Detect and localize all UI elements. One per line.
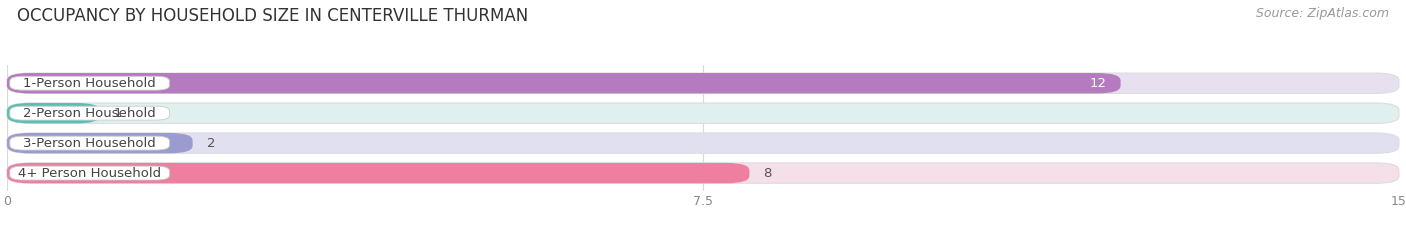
- FancyBboxPatch shape: [10, 166, 170, 180]
- Text: Source: ZipAtlas.com: Source: ZipAtlas.com: [1256, 7, 1389, 20]
- Text: 4+ Person Household: 4+ Person Household: [18, 167, 162, 180]
- Text: 3-Person Household: 3-Person Household: [24, 137, 156, 150]
- FancyBboxPatch shape: [7, 103, 100, 123]
- Text: 12: 12: [1090, 77, 1107, 90]
- FancyBboxPatch shape: [7, 133, 193, 153]
- FancyBboxPatch shape: [7, 163, 749, 183]
- Text: OCCUPANCY BY HOUSEHOLD SIZE IN CENTERVILLE THURMAN: OCCUPANCY BY HOUSEHOLD SIZE IN CENTERVIL…: [17, 7, 529, 25]
- FancyBboxPatch shape: [10, 136, 170, 150]
- Text: 2: 2: [207, 137, 215, 150]
- Text: 2-Person Household: 2-Person Household: [24, 107, 156, 120]
- Text: 8: 8: [763, 167, 772, 180]
- FancyBboxPatch shape: [7, 73, 1399, 93]
- FancyBboxPatch shape: [10, 76, 170, 90]
- FancyBboxPatch shape: [7, 103, 1399, 123]
- Text: 1: 1: [114, 107, 122, 120]
- Text: 1-Person Household: 1-Person Household: [24, 77, 156, 90]
- FancyBboxPatch shape: [7, 73, 1121, 93]
- FancyBboxPatch shape: [7, 133, 1399, 153]
- FancyBboxPatch shape: [10, 106, 170, 120]
- FancyBboxPatch shape: [7, 163, 1399, 183]
